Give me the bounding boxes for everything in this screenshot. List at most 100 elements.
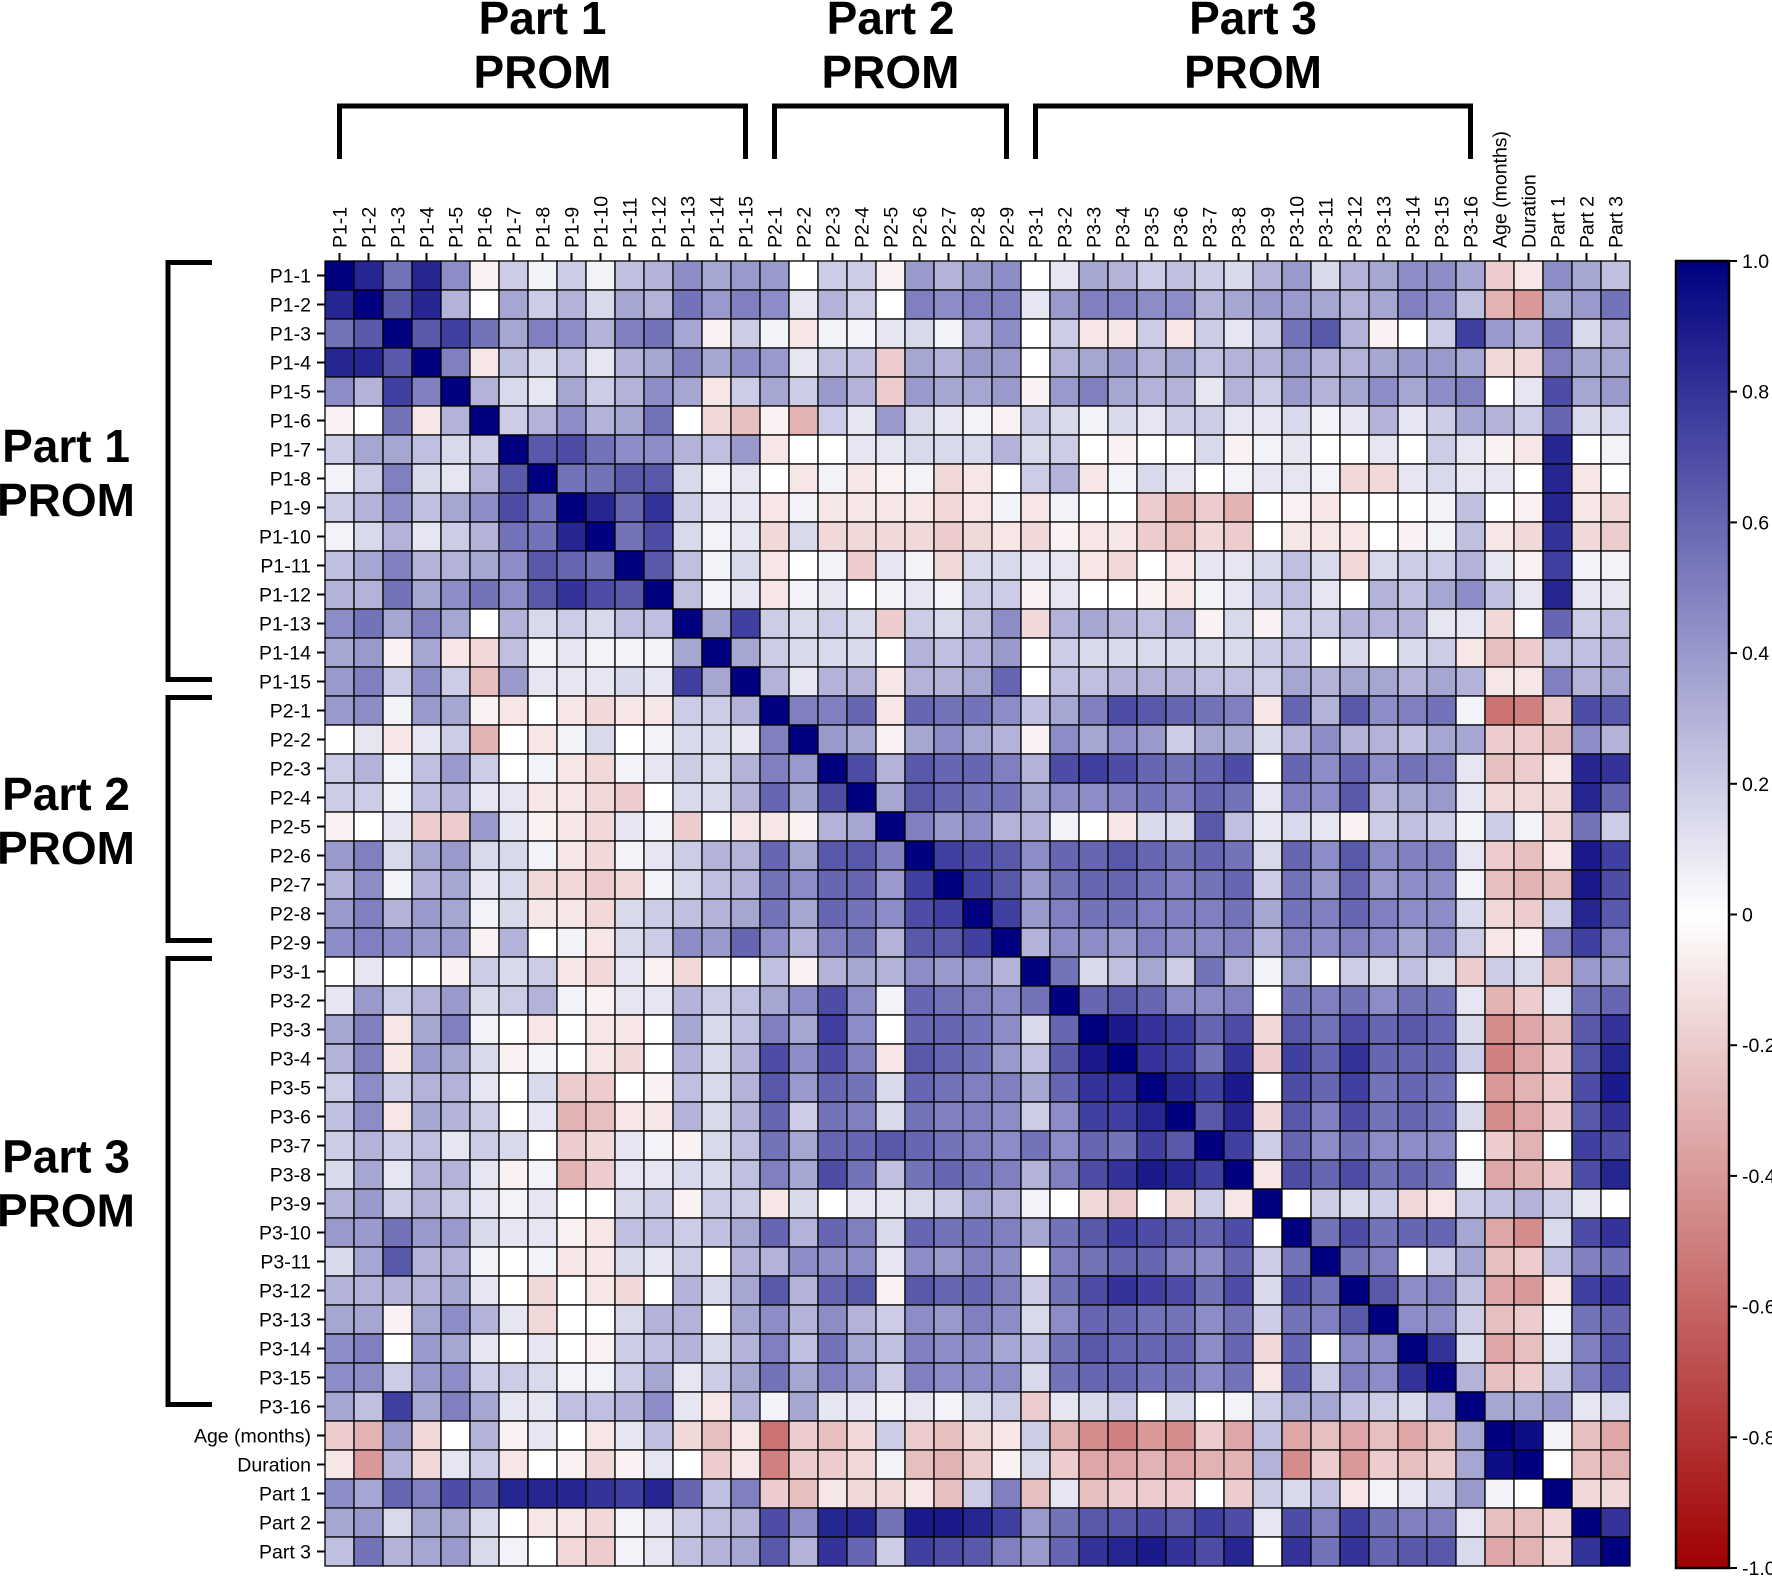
heatmap-cell bbox=[991, 463, 1022, 494]
heatmap-cell bbox=[1020, 347, 1051, 378]
heatmap-cell bbox=[788, 1130, 819, 1161]
heatmap-cell bbox=[1542, 1507, 1573, 1538]
heatmap-cell bbox=[1223, 521, 1254, 552]
heatmap-cell bbox=[411, 289, 442, 320]
heatmap-cell bbox=[1455, 260, 1486, 291]
heatmap-cell bbox=[1600, 1101, 1631, 1132]
heatmap-cell bbox=[324, 1507, 355, 1538]
heatmap-cell bbox=[382, 1478, 413, 1509]
heatmap-cell bbox=[498, 666, 529, 697]
heatmap-cell bbox=[1339, 1101, 1370, 1132]
heatmap-cell bbox=[962, 1536, 993, 1567]
heatmap-cell bbox=[875, 1043, 906, 1074]
heatmap-cell bbox=[1455, 347, 1486, 378]
heatmap-cell bbox=[1571, 1391, 1602, 1422]
heatmap-cell bbox=[440, 637, 471, 668]
row-group-subtitle: PROM bbox=[0, 474, 135, 526]
heatmap-cell bbox=[614, 347, 645, 378]
heatmap-cell bbox=[817, 666, 848, 697]
heatmap-cell bbox=[440, 811, 471, 842]
column-label: P2-9 bbox=[997, 207, 1019, 248]
heatmap-cell bbox=[962, 1420, 993, 1451]
heatmap-cell bbox=[643, 260, 674, 291]
heatmap-cell bbox=[614, 1391, 645, 1422]
heatmap-cells bbox=[324, 260, 1631, 1567]
heatmap-cell bbox=[1455, 637, 1486, 668]
heatmap-cell bbox=[1252, 1246, 1283, 1277]
heatmap-cell bbox=[498, 1391, 529, 1422]
heatmap-cell bbox=[1281, 463, 1312, 494]
heatmap-cell bbox=[875, 1391, 906, 1422]
heatmap-cell bbox=[1397, 1449, 1428, 1480]
heatmap-cell bbox=[1513, 1304, 1544, 1335]
heatmap-cell bbox=[846, 666, 877, 697]
heatmap-cell bbox=[1368, 1159, 1399, 1190]
heatmap-cell bbox=[1513, 1478, 1544, 1509]
heatmap-cell bbox=[701, 289, 732, 320]
heatmap-cell bbox=[1339, 1217, 1370, 1248]
heatmap-cell bbox=[730, 637, 761, 668]
heatmap-cell bbox=[991, 927, 1022, 958]
heatmap-cell bbox=[1136, 1391, 1167, 1422]
heatmap-cell bbox=[585, 289, 616, 320]
heatmap-cell bbox=[1339, 724, 1370, 755]
heatmap-cell bbox=[1194, 898, 1225, 929]
heatmap-cell bbox=[846, 550, 877, 581]
heatmap-cell bbox=[1397, 1072, 1428, 1103]
heatmap-cell bbox=[353, 1449, 384, 1480]
heatmap-cell bbox=[382, 1391, 413, 1422]
heatmap-cell bbox=[1194, 289, 1225, 320]
heatmap-cell bbox=[1310, 1217, 1341, 1248]
heatmap-cell bbox=[817, 608, 848, 639]
heatmap-cell bbox=[382, 724, 413, 755]
heatmap-cell bbox=[585, 521, 616, 552]
heatmap-cell bbox=[498, 1014, 529, 1045]
heatmap-cell bbox=[1455, 1391, 1486, 1422]
colorbar-tick-label: -0.8 bbox=[1742, 1427, 1772, 1449]
heatmap-cell bbox=[1455, 434, 1486, 465]
heatmap-cell bbox=[1078, 608, 1109, 639]
heatmap-cell bbox=[382, 753, 413, 784]
heatmap-cell bbox=[1020, 463, 1051, 494]
row-label: P1-3 bbox=[270, 324, 311, 346]
heatmap-cell bbox=[1310, 1333, 1341, 1364]
heatmap-cell bbox=[1339, 869, 1370, 900]
heatmap-cell bbox=[759, 376, 790, 407]
heatmap-cell bbox=[411, 434, 442, 465]
heatmap-cell bbox=[324, 463, 355, 494]
heatmap-cell bbox=[353, 405, 384, 436]
heatmap-cell bbox=[498, 840, 529, 871]
heatmap-cell bbox=[1310, 898, 1341, 929]
heatmap-cell bbox=[1049, 753, 1080, 784]
heatmap-cell bbox=[1426, 1362, 1457, 1393]
heatmap-cell bbox=[1281, 550, 1312, 581]
heatmap-cell bbox=[1252, 985, 1283, 1016]
heatmap-cell bbox=[1020, 1072, 1051, 1103]
heatmap-cell bbox=[1484, 1043, 1515, 1074]
heatmap-cell bbox=[643, 695, 674, 726]
heatmap-cell bbox=[730, 898, 761, 929]
heatmap-cell bbox=[643, 1101, 674, 1132]
heatmap-cell bbox=[1426, 492, 1457, 523]
heatmap-cell bbox=[904, 579, 935, 610]
heatmap-cell bbox=[527, 318, 558, 349]
heatmap-cell bbox=[759, 1478, 790, 1509]
heatmap-cell bbox=[1397, 898, 1428, 929]
heatmap-cell bbox=[1600, 1420, 1631, 1451]
heatmap-cell bbox=[875, 695, 906, 726]
heatmap-cell bbox=[1455, 1275, 1486, 1306]
heatmap-cell bbox=[1252, 1536, 1283, 1567]
heatmap-cell bbox=[1281, 318, 1312, 349]
heatmap-cell bbox=[788, 1246, 819, 1277]
heatmap-cell bbox=[1252, 927, 1283, 958]
heatmap-cell bbox=[730, 434, 761, 465]
heatmap-cell bbox=[817, 1275, 848, 1306]
heatmap-cell bbox=[382, 811, 413, 842]
heatmap-cell bbox=[527, 376, 558, 407]
heatmap-cell bbox=[527, 1130, 558, 1161]
heatmap-cell bbox=[1484, 1188, 1515, 1219]
heatmap-cell bbox=[962, 1507, 993, 1538]
heatmap-cell bbox=[353, 1014, 384, 1045]
heatmap-cell bbox=[1513, 869, 1544, 900]
